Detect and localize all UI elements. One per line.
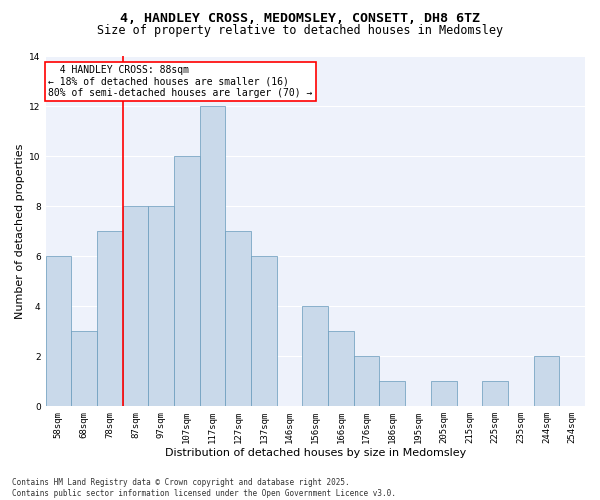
X-axis label: Distribution of detached houses by size in Medomsley: Distribution of detached houses by size … xyxy=(164,448,466,458)
Y-axis label: Number of detached properties: Number of detached properties xyxy=(15,144,25,319)
Bar xyxy=(71,331,97,406)
Text: 4 HANDLEY CROSS: 88sqm  
← 18% of detached houses are smaller (16)
80% of semi-d: 4 HANDLEY CROSS: 88sqm ← 18% of detached… xyxy=(48,65,313,98)
Bar xyxy=(97,231,122,406)
Text: 4, HANDLEY CROSS, MEDOMSLEY, CONSETT, DH8 6TZ: 4, HANDLEY CROSS, MEDOMSLEY, CONSETT, DH… xyxy=(120,12,480,26)
Bar xyxy=(46,256,71,406)
Bar xyxy=(431,381,457,406)
Bar xyxy=(482,381,508,406)
Bar xyxy=(148,206,174,406)
Bar xyxy=(354,356,379,406)
Bar xyxy=(122,206,148,406)
Text: Size of property relative to detached houses in Medomsley: Size of property relative to detached ho… xyxy=(97,24,503,37)
Bar xyxy=(328,331,354,406)
Bar xyxy=(302,306,328,406)
Bar xyxy=(174,156,200,406)
Bar xyxy=(251,256,277,406)
Text: Contains HM Land Registry data © Crown copyright and database right 2025.
Contai: Contains HM Land Registry data © Crown c… xyxy=(12,478,396,498)
Bar xyxy=(200,106,226,406)
Bar xyxy=(533,356,559,406)
Bar xyxy=(379,381,405,406)
Bar xyxy=(226,231,251,406)
